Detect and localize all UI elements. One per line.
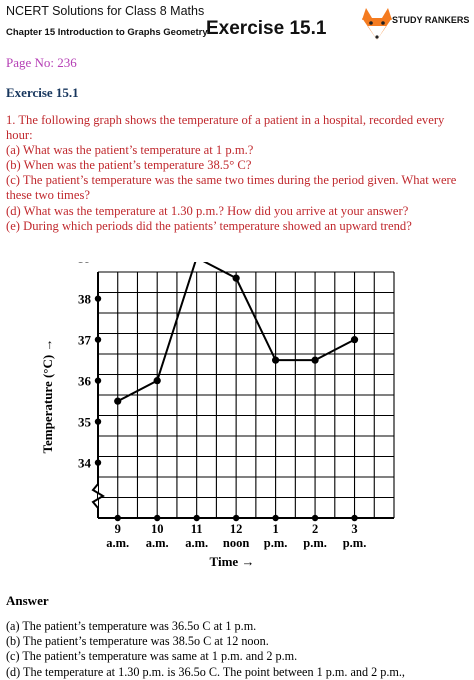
x-tick-marker bbox=[351, 514, 358, 522]
page-number: Page No: 236 bbox=[6, 55, 77, 70]
answer-line-a: (a) The patient’s temperature was 36.5o … bbox=[6, 619, 257, 633]
answer-line-d: (d) The temperature at 1.30 p.m. is 36.5… bbox=[6, 664, 405, 679]
exercise-heading: Exercise 15.1 bbox=[206, 18, 327, 39]
question-block: 1. The following graph shows the tempera… bbox=[6, 113, 468, 234]
axis-break bbox=[91, 483, 105, 509]
temperature-graph: 3435363738399a.m.10a.m.11a.m.12noon1p.m.… bbox=[40, 262, 395, 569]
x-tick-marker bbox=[114, 514, 121, 522]
data-point bbox=[311, 356, 319, 364]
question-part-e: (e) During which periods did the patient… bbox=[6, 218, 412, 233]
y-tick-label: 39 bbox=[78, 262, 92, 266]
data-point bbox=[153, 377, 161, 385]
data-point bbox=[350, 336, 359, 344]
x-tick-sublabel: noon bbox=[223, 536, 249, 550]
exercise-title: Exercise 15.1 bbox=[6, 85, 79, 100]
header-line1: NCERT Solutions for Class 8 Maths bbox=[6, 4, 205, 18]
x-tick-sublabel: p.m. bbox=[264, 536, 288, 550]
logo-text: STUDY RANKERS bbox=[392, 15, 470, 25]
x-tick-label: 11 bbox=[191, 522, 203, 536]
x-tick-label: 9 bbox=[115, 522, 121, 536]
y-tick-label: 36 bbox=[78, 374, 92, 389]
x-tick-label: 1 bbox=[272, 522, 278, 536]
answer-line-c: (c) The patient’s temperature was same a… bbox=[6, 649, 298, 664]
x-tick-sublabel: a.m. bbox=[146, 536, 169, 550]
y-tick-label: 37 bbox=[78, 333, 92, 348]
y-tick-marker bbox=[94, 459, 102, 466]
x-axis-title: Time → bbox=[210, 554, 255, 569]
y-tick-marker bbox=[94, 418, 102, 425]
answer-block: (a) The patient’s temperature was 36.5o … bbox=[6, 619, 472, 680]
x-tick-label: 10 bbox=[151, 522, 164, 536]
y-tick-marker bbox=[94, 336, 102, 343]
y-axis-title: Temperature (°C) → bbox=[40, 339, 55, 454]
x-tick-label: 3 bbox=[351, 522, 357, 536]
x-tick-label: 2 bbox=[312, 522, 318, 536]
question-part-a: (a) What was the patient’s temperature a… bbox=[6, 143, 254, 158]
y-tick-label: 35 bbox=[78, 415, 92, 430]
header-line2: Chapter 15 Introduction to Graphs Geomet… bbox=[6, 27, 208, 38]
question-part-c: (c) The patient’s temperature was the sa… bbox=[6, 173, 457, 203]
y-tick-label: 38 bbox=[78, 292, 92, 307]
y-tick-label: 34 bbox=[78, 456, 92, 471]
question-intro: 1. The following graph shows the tempera… bbox=[6, 113, 445, 143]
y-tick-marker bbox=[94, 377, 102, 384]
answer-line-b: (b) The patient’s temperature was 38.5o … bbox=[6, 634, 269, 649]
question-part-b: (b) When was the patient’s temperature 3… bbox=[6, 158, 252, 173]
x-tick-sublabel: p.m. bbox=[303, 536, 327, 550]
x-tick-marker bbox=[311, 514, 319, 522]
x-tick-marker bbox=[232, 514, 240, 522]
grid bbox=[97, 271, 395, 519]
data-point bbox=[272, 356, 280, 364]
x-tick-marker bbox=[193, 514, 200, 522]
x-tick-label: 12 bbox=[230, 522, 243, 536]
x-tick-sublabel: p.m. bbox=[343, 536, 367, 550]
x-tick-sublabel: a.m. bbox=[185, 536, 208, 550]
fox-head-icon bbox=[362, 8, 392, 40]
question-part-d: (d) What was the temperature at 1.30 p.m… bbox=[6, 203, 409, 218]
data-point bbox=[232, 274, 240, 282]
answer-title: Answer bbox=[6, 593, 49, 608]
x-tick-marker bbox=[154, 514, 161, 522]
y-tick-marker bbox=[94, 295, 102, 302]
x-tick-sublabel: a.m. bbox=[106, 536, 129, 550]
data-point bbox=[114, 397, 122, 405]
x-tick-marker bbox=[272, 514, 279, 522]
